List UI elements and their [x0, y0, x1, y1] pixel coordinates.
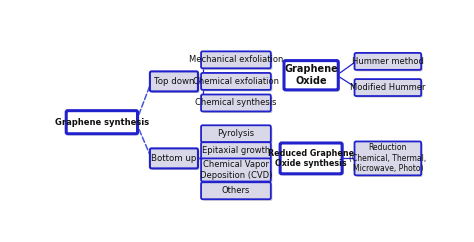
FancyBboxPatch shape: [152, 73, 200, 93]
FancyBboxPatch shape: [356, 143, 423, 177]
FancyBboxPatch shape: [356, 54, 423, 71]
Text: Chemical Vapor
Deposition (CVD): Chemical Vapor Deposition (CVD): [200, 160, 272, 180]
FancyBboxPatch shape: [201, 94, 271, 111]
Text: Others: Others: [222, 186, 250, 195]
Text: Epitaxial growth: Epitaxial growth: [202, 146, 270, 155]
FancyBboxPatch shape: [201, 182, 271, 199]
FancyBboxPatch shape: [201, 142, 271, 159]
Text: Reduction
(Chemical, Thermal,
Microwave, Photo): Reduction (Chemical, Thermal, Microwave,…: [349, 144, 427, 173]
FancyBboxPatch shape: [152, 150, 200, 170]
FancyBboxPatch shape: [201, 51, 271, 68]
FancyBboxPatch shape: [201, 73, 271, 90]
Text: Pyrolysis: Pyrolysis: [218, 129, 255, 138]
Text: Modified Hummer: Modified Hummer: [350, 83, 426, 92]
Text: Graphene synthesis: Graphene synthesis: [55, 118, 149, 127]
FancyBboxPatch shape: [282, 144, 344, 175]
FancyBboxPatch shape: [202, 53, 273, 70]
FancyBboxPatch shape: [280, 143, 342, 174]
Text: Mechanical exfoliation: Mechanical exfoliation: [189, 55, 283, 64]
Text: Hummer method: Hummer method: [352, 57, 424, 66]
Text: Graphene
Oxide: Graphene Oxide: [284, 64, 338, 86]
FancyBboxPatch shape: [202, 127, 273, 144]
Text: Reduced Graphene
Oxide synthesis: Reduced Graphene Oxide synthesis: [268, 149, 354, 168]
FancyBboxPatch shape: [284, 60, 338, 90]
FancyBboxPatch shape: [202, 144, 273, 161]
FancyBboxPatch shape: [355, 79, 421, 96]
FancyBboxPatch shape: [202, 160, 273, 183]
FancyBboxPatch shape: [66, 111, 137, 134]
FancyBboxPatch shape: [202, 184, 273, 201]
FancyBboxPatch shape: [202, 96, 273, 113]
FancyBboxPatch shape: [150, 71, 198, 91]
Text: Bottom up: Bottom up: [151, 154, 197, 163]
Text: Chemical exfoliation: Chemical exfoliation: [193, 77, 279, 86]
Text: Top down: Top down: [154, 77, 194, 86]
Text: Chemical synthesis: Chemical synthesis: [195, 98, 277, 107]
FancyBboxPatch shape: [202, 75, 273, 91]
FancyBboxPatch shape: [356, 81, 423, 98]
FancyBboxPatch shape: [355, 142, 421, 175]
FancyBboxPatch shape: [285, 62, 340, 91]
FancyBboxPatch shape: [201, 159, 271, 182]
FancyBboxPatch shape: [68, 112, 139, 135]
FancyBboxPatch shape: [201, 125, 271, 142]
FancyBboxPatch shape: [150, 148, 198, 168]
FancyBboxPatch shape: [355, 53, 421, 70]
